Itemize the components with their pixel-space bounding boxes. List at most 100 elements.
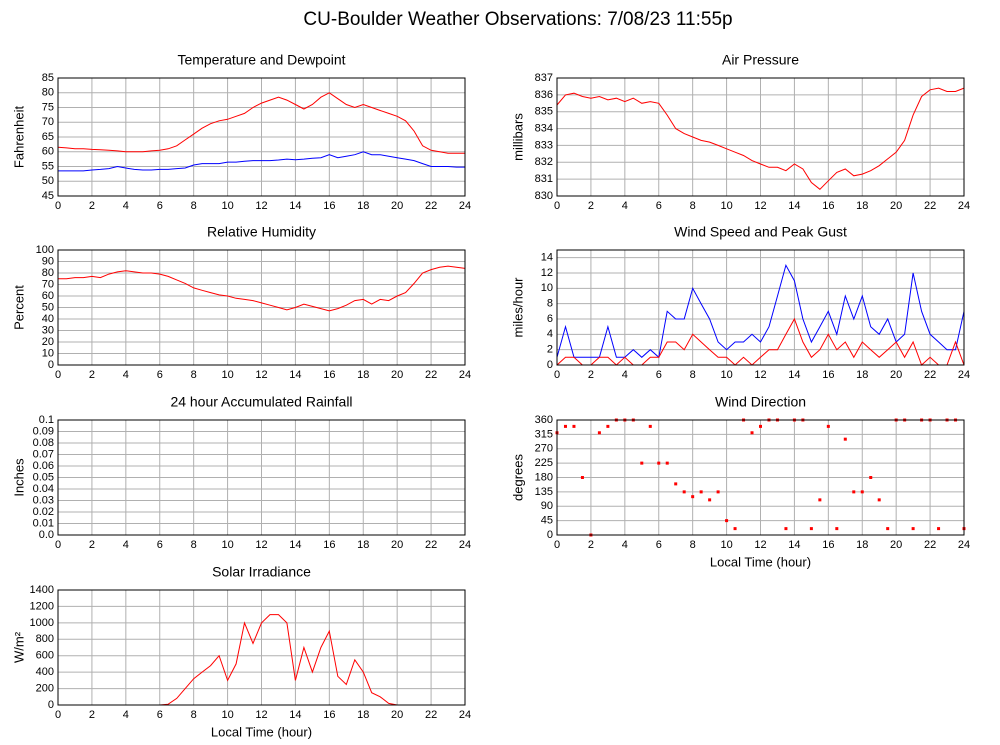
data-point [818, 498, 822, 502]
x-tick-label: 14 [788, 539, 800, 551]
x-tick-label: 8 [191, 709, 197, 721]
x-tick-label: 14 [289, 200, 301, 212]
x-tick-label: 12 [255, 539, 267, 551]
x-tick-label: 10 [221, 539, 233, 551]
y-tick-label: 60 [42, 290, 54, 302]
x-tick-label: 8 [191, 200, 197, 212]
data-line [556, 317, 965, 366]
x-tick-label: 18 [856, 539, 868, 551]
y-tick-label: 0.09 [33, 425, 54, 437]
y-tick-label: 20 [42, 336, 54, 348]
x-tick-label: 16 [822, 200, 834, 212]
data-point [784, 527, 788, 531]
x-tick-label: 24 [958, 369, 970, 381]
y-tick-label: 80 [42, 87, 54, 99]
x-tick-label: 18 [357, 709, 369, 721]
x-tick-label: 8 [690, 539, 696, 551]
data-point [606, 424, 610, 428]
data-point [869, 476, 873, 479]
x-tick-label: 4 [123, 709, 129, 721]
y-tick-label: 225 [535, 457, 553, 469]
plot-frame [556, 249, 965, 366]
y-tick-label: 100 [36, 244, 54, 256]
x-tick-label: 18 [856, 369, 868, 381]
data-point [877, 498, 881, 502]
x-tick-label: 14 [788, 369, 800, 381]
data-point [911, 527, 915, 531]
data-point [657, 461, 661, 465]
y-tick-label: 70 [42, 278, 54, 290]
y-tick-label: 0.02 [33, 506, 54, 518]
x-tick-label: 8 [690, 200, 696, 212]
x-tick-label: 22 [425, 369, 437, 381]
y-tick-label: 0 [48, 699, 54, 711]
x-tick-label: 2 [588, 200, 594, 212]
data-point [597, 431, 601, 435]
x-tick-label: 8 [690, 369, 696, 381]
y-tick-label: 800 [36, 633, 54, 645]
x-tick-label: 2 [89, 539, 95, 551]
x-tick-label: 8 [191, 369, 197, 381]
x-tick-label: 12 [754, 539, 766, 551]
x-tick-label: 4 [622, 200, 628, 212]
y-tick-label: 0.08 [33, 437, 54, 449]
y-tick-label: 45 [42, 190, 54, 202]
x-tick-label: 10 [221, 200, 233, 212]
data-point [937, 527, 941, 531]
x-tick-label: 20 [890, 200, 902, 212]
y-tick-label: 831 [535, 173, 553, 185]
y-tick-label: 75 [42, 101, 54, 113]
data-point [648, 424, 652, 428]
x-tick-label: 16 [323, 369, 335, 381]
x-tick-label: 20 [890, 369, 902, 381]
x-tick-label: 18 [357, 200, 369, 212]
y-tick-label: 10 [541, 282, 553, 294]
x-tick-label: 0 [55, 539, 61, 551]
x-tick-label: 14 [788, 200, 800, 212]
y-tick-label: 85 [42, 72, 54, 84]
x-tick-label: 4 [622, 369, 628, 381]
y-tick-label: 0.07 [33, 448, 54, 460]
y-tick-label: 360 [535, 414, 553, 426]
x-tick-label: 6 [157, 369, 163, 381]
data-point [708, 498, 712, 502]
y-tick-label: 0.03 [33, 494, 54, 506]
plot-frame [57, 77, 466, 197]
x-tick-label: 2 [588, 539, 594, 551]
x-tick-label: 14 [289, 539, 301, 551]
y-tick-label: 30 [42, 324, 54, 336]
y-tick-label: 8 [547, 298, 553, 310]
x-tick-label: 24 [459, 709, 471, 721]
x-tick-label: 0 [554, 200, 560, 212]
x-tick-label: 6 [157, 539, 163, 551]
data-point [725, 519, 729, 523]
y-tick-label: 6 [547, 313, 553, 325]
y-tick-label: 45 [541, 515, 553, 527]
y-tick-label: 830 [535, 190, 553, 202]
x-tick-label: 10 [720, 539, 732, 551]
plot-frame [57, 589, 466, 706]
x-tick-label: 4 [123, 200, 129, 212]
x-tick-label: 0 [554, 539, 560, 551]
data-point [852, 490, 856, 494]
x-tick-label: 2 [89, 709, 95, 721]
x-tick-label: 24 [459, 369, 471, 381]
y-tick-label: 1000 [30, 617, 54, 629]
chart-title: Relative Humidity [207, 224, 316, 240]
y-tick-label: 55 [42, 160, 54, 172]
x-tick-label: 22 [924, 539, 936, 551]
data-point [759, 424, 762, 428]
data-point [835, 527, 839, 531]
plot-frame [556, 77, 965, 197]
page-title: CU-Boulder Weather Observations: 7/08/23… [303, 9, 732, 30]
x-tick-label: 24 [459, 200, 471, 212]
x-tick-label: 6 [157, 709, 163, 721]
y-tick-label: 0.04 [33, 483, 54, 495]
x-tick-label: 16 [323, 539, 335, 551]
chart-title: Wind Speed and Peak Gust [674, 224, 847, 240]
x-axis-label: Local Time (hour) [211, 724, 312, 739]
data-point [716, 490, 720, 494]
data-point [572, 424, 576, 428]
x-tick-label: 4 [123, 539, 129, 551]
